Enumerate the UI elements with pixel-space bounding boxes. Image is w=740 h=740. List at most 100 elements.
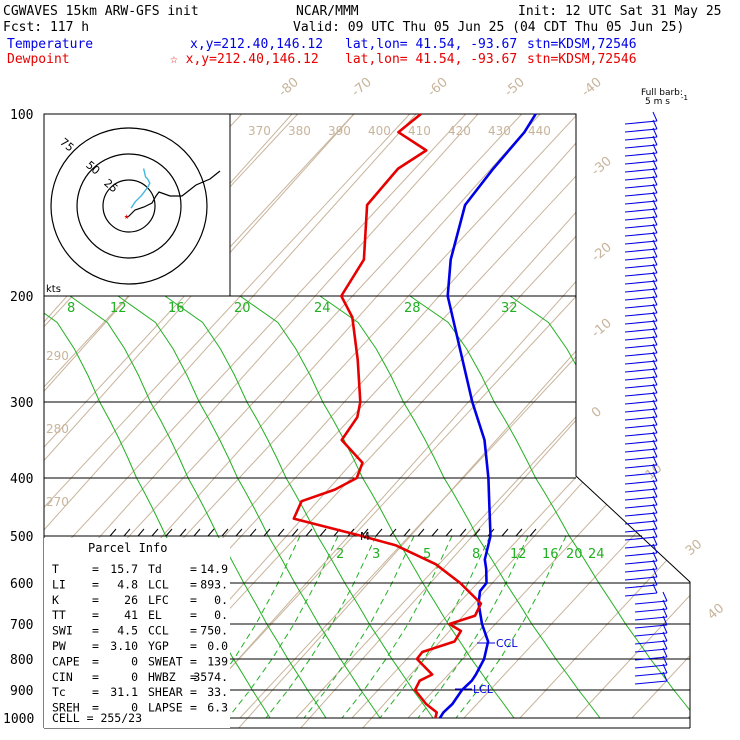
wind-barb-shaft xyxy=(624,264,658,269)
mixing-ratio-dashed-1 xyxy=(227,535,339,719)
parcel-label-tc: Tc xyxy=(52,685,66,699)
hatch-mark xyxy=(277,528,285,537)
wind-barb-shaft xyxy=(624,216,658,221)
wind-barb-flag xyxy=(652,119,658,130)
wind-barb-flag xyxy=(652,367,658,378)
parcel-value-ygp: 0.0 xyxy=(207,639,228,653)
parcel-label-lapse: LAPSE xyxy=(148,701,183,715)
wind-barb-flag xyxy=(652,311,658,322)
mixing-ratio-solid-7 xyxy=(509,295,690,719)
wind-barb-shaft xyxy=(624,248,658,253)
theta-label-390: 390 xyxy=(328,124,351,138)
wind-barb-shaft xyxy=(624,416,658,421)
mixing-ratio-dashed-2 xyxy=(265,535,377,719)
wind-barb-flag xyxy=(652,583,658,594)
parcel-label-t: T xyxy=(52,562,59,576)
temp-tick-0: 0 xyxy=(589,404,605,421)
isotherm-60 xyxy=(687,114,690,719)
parcel-value-cape: 0 xyxy=(131,654,138,668)
wind-barb-shaft xyxy=(624,392,658,397)
wind-barb-flag xyxy=(662,647,668,658)
parcel-value-t: 15.7 xyxy=(110,562,138,576)
wind-barb-shaft xyxy=(624,376,658,381)
mixing-label-upper-16: 16 xyxy=(168,301,185,316)
barb-units: 5 m s xyxy=(645,97,670,107)
wind-barb-flag xyxy=(652,399,658,410)
valid-time: Valid: 09 UTC Thu 05 Jun 25 (04 CDT Thu … xyxy=(293,20,684,35)
parcel-value-el: 0. xyxy=(214,608,228,622)
temp-tick-40: 40 xyxy=(705,601,727,623)
wind-barb-shaft xyxy=(624,560,658,565)
wind-barb-shaft xyxy=(624,200,658,205)
mixing-label-lower-24: 24 xyxy=(588,547,605,562)
parcel-equals: = xyxy=(92,654,99,668)
wind-barb-shaft xyxy=(634,648,668,653)
wind-barb-flag xyxy=(652,271,658,282)
parcel-label-td: Td xyxy=(148,562,162,576)
parcel-label-tt: TT xyxy=(52,608,66,622)
hatch-mark xyxy=(515,528,523,537)
hatch-mark xyxy=(431,528,439,537)
wind-barb-flag xyxy=(652,183,658,194)
parcel-value-lcl: 893. xyxy=(200,577,228,591)
wind-barbs xyxy=(624,111,668,685)
wind-barb-shaft xyxy=(624,544,658,549)
theta-label-370: 370 xyxy=(248,124,271,138)
temp-tick--70: -70 xyxy=(349,75,375,100)
hodograph-ring-25 xyxy=(102,179,156,233)
parcel-equals: = xyxy=(92,624,99,638)
wind-barb-shaft xyxy=(624,144,658,149)
parcel-equals: = xyxy=(190,593,197,607)
wind-barb-flag xyxy=(652,239,658,250)
temperature-latlon: lat,lon= 41.54, -93.67 xyxy=(345,37,517,52)
wind-barb-shaft xyxy=(624,360,658,365)
wind-barb-shaft xyxy=(624,208,658,213)
mixing-label-upper-12: 12 xyxy=(110,301,127,316)
parcel-equals: = xyxy=(92,685,99,699)
wind-barb-shaft xyxy=(624,320,658,325)
wind-barb-shaft xyxy=(624,480,658,485)
theta-label-440: 440 xyxy=(528,124,551,138)
wind-barb-flag xyxy=(652,279,658,290)
parcel-label-hwbz: HWBZ xyxy=(148,670,176,684)
parcel-equals: = xyxy=(92,670,99,684)
wind-barb-shaft xyxy=(624,288,658,293)
wind-barb-flag xyxy=(652,287,658,298)
temp-tick--20: -20 xyxy=(589,240,615,265)
wind-barb-flag xyxy=(652,455,658,466)
mixing-label-lower-12: 12 xyxy=(510,547,527,562)
mixing-ratio-dashed-4 xyxy=(341,535,453,719)
dewpoint-profile xyxy=(292,112,483,719)
wind-barb-flag xyxy=(652,263,658,274)
mixing-label-lower-3: 3 xyxy=(372,547,380,562)
hatch-mark xyxy=(389,528,397,537)
wind-barb-flag xyxy=(652,159,658,170)
parcel-label-li: LI xyxy=(52,577,66,591)
wind-barb-shaft xyxy=(624,584,658,589)
temp-tick--80: -80 xyxy=(276,75,302,100)
wind-barb-shaft xyxy=(634,608,668,613)
wind-barb-shaft xyxy=(624,576,658,581)
parcel-value-lfc: 0. xyxy=(214,593,228,607)
wind-barb-shaft xyxy=(624,184,658,189)
wind-barb-flag xyxy=(652,327,658,338)
wind-barb-flag xyxy=(652,255,658,266)
parcel-label-k: K xyxy=(52,593,59,607)
parcel-label-swi: SWI xyxy=(52,624,73,638)
parcel-equals: = xyxy=(92,577,99,591)
parcel-info-box xyxy=(44,538,230,728)
hodograph-upper-trace xyxy=(127,170,221,218)
wind-barb-flag xyxy=(652,415,658,426)
wind-barb-flag xyxy=(652,223,658,234)
wind-barb-flag xyxy=(662,607,668,618)
hatch-mark xyxy=(193,528,201,537)
hatch-mark xyxy=(445,528,453,537)
hatch-mark xyxy=(179,528,187,537)
temperature-legend: Temperature xyxy=(7,37,93,52)
parcel-equals: = xyxy=(92,608,99,622)
wind-barb-flag xyxy=(652,463,658,474)
wind-barb-shaft xyxy=(634,600,668,605)
hatch-mark xyxy=(249,528,257,537)
parcel-value-ccl: 750. xyxy=(200,624,228,638)
hodograph-storm-marker: ★ xyxy=(124,212,130,222)
